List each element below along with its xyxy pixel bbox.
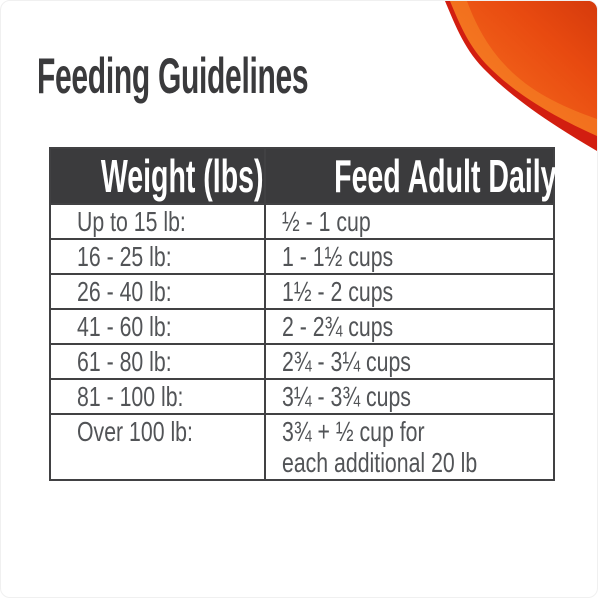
weight-cell: 16 - 25 lb:	[49, 238, 266, 275]
table-row: 26 - 40 lb: 1½ - 2 cups	[49, 273, 555, 310]
table-body: Up to 15 lb: ½ - 1 cup 16 - 25 lb: 1 - 1½ c…	[49, 203, 555, 481]
feed-cell-text: 2 - 2¾ cups	[282, 311, 394, 342]
table-row: Up to 15 lb: ½ - 1 cup	[49, 203, 555, 240]
weight-cell: Up to 15 lb:	[49, 203, 266, 240]
table-header: Weight (lbs) Feed Adult Daily	[49, 147, 557, 205]
weight-cell: Over 100 lb:	[49, 413, 266, 481]
weight-cell: 81 - 100 lb:	[49, 378, 266, 415]
feeding-table: Weight (lbs) Feed Adult Daily Up to 15 l…	[49, 147, 557, 481]
feed-cell-text: 3¼ - 3¾ cups	[282, 381, 411, 412]
feed-cell: 2¾ - 3¼ cups	[264, 343, 555, 380]
feed-cell: 3¾ + ½ cup for each additional 20 lb	[264, 413, 555, 481]
table-row: 41 - 60 lb: 2 - 2¾ cups	[49, 308, 555, 345]
header-row: Weight (lbs) Feed Adult Daily	[49, 147, 557, 205]
feed-cell-text: 1 - 1½ cups	[282, 241, 394, 272]
swoosh-highlight-band	[450, 1, 597, 136]
weight-column-header-label: Weight (lbs)	[100, 150, 264, 202]
feed-cell-text: 1½ - 2 cups	[282, 276, 394, 307]
weight-cell-text: Over 100 lb:	[77, 416, 193, 447]
feed-cell-text: 3¾ + ½ cup for each additional 20 lb	[282, 416, 478, 478]
feed-cell: 1½ - 2 cups	[264, 273, 555, 310]
feed-cell: ½ - 1 cup	[264, 203, 555, 240]
table-row: Over 100 lb: 3¾ + ½ cup for each addition…	[49, 413, 555, 481]
feed-cell: 2 - 2¾ cups	[264, 308, 555, 345]
weight-cell-text: 61 - 80 lb:	[77, 346, 172, 377]
weight-cell: 61 - 80 lb:	[49, 343, 266, 380]
feed-cell: 3¼ - 3¾ cups	[264, 378, 555, 415]
page-title: Feeding Guidelines	[37, 48, 309, 104]
weight-cell: 41 - 60 lb:	[49, 308, 266, 345]
feeding-table-container: Weight (lbs) Feed Adult Daily Up to 15 l…	[49, 147, 557, 481]
table-row: 61 - 80 lb: 2¾ - 3¼ cups	[49, 343, 555, 380]
feed-cell-text: 2¾ - 3¼ cups	[282, 346, 411, 377]
feed-column-header-label: Feed Adult Daily	[334, 150, 557, 202]
swoosh-orange-body	[450, 1, 597, 136]
table-row: 16 - 25 lb: 1 - 1½ cups	[49, 238, 555, 275]
table-row: 81 - 100 lb: 3¼ - 3¾ cups	[49, 378, 555, 415]
weight-cell-text: 41 - 60 lb:	[77, 311, 172, 342]
feed-cell: 1 - 1½ cups	[264, 238, 555, 275]
weight-cell: 26 - 40 lb:	[49, 273, 266, 310]
weight-cell-text: 16 - 25 lb:	[77, 241, 172, 272]
weight-column-header: Weight (lbs)	[49, 147, 266, 205]
weight-cell-text: 26 - 40 lb:	[77, 276, 172, 307]
weight-cell-text: 81 - 100 lb:	[77, 381, 184, 412]
weight-cell-text: Up to 15 lb:	[77, 206, 186, 237]
swoosh-red-edge	[445, 1, 597, 151]
feed-column-header: Feed Adult Daily	[264, 147, 557, 205]
feed-cell-text: ½ - 1 cup	[282, 206, 371, 237]
